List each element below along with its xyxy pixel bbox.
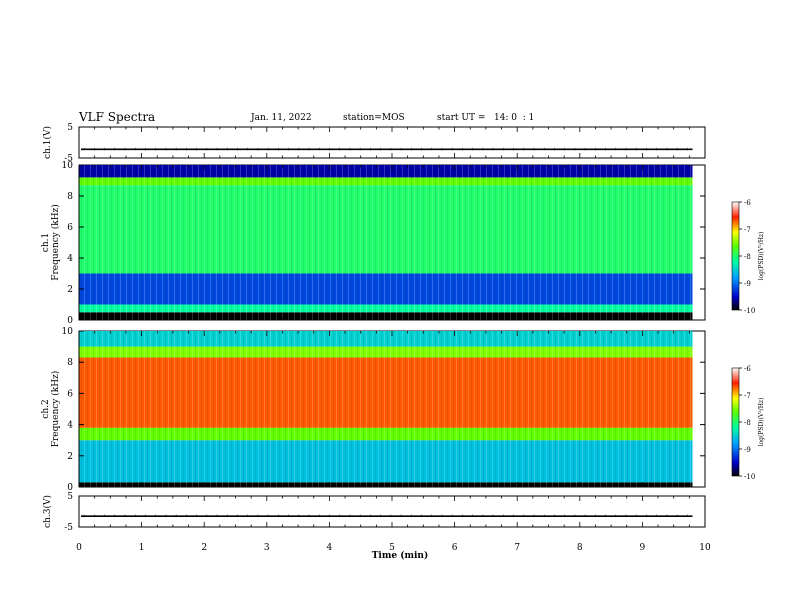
- ch3-waveform-ylabel: ch.3(V): [42, 495, 53, 528]
- ch2-spectrogram-ytick-label: 4: [67, 421, 73, 431]
- ch1-spectrogram-bands: [79, 165, 693, 320]
- ch2-spectrogram-cbar-tick-label: -7: [744, 392, 751, 400]
- ch2-spectrogram-cbar-tick-label: -6: [744, 365, 751, 373]
- ch1-spectrogram-ytick-label: 4: [67, 254, 73, 264]
- ch1-spectrogram-channel-label: ch.1: [41, 233, 51, 252]
- ch1-spectrogram-cbar-tick-label: -8: [744, 253, 751, 261]
- x-tick-label: 4: [327, 543, 333, 553]
- ch1-spectrogram-cbar-tick-label: -6: [744, 199, 751, 207]
- x-tick-label: 10: [699, 543, 711, 553]
- ch1-spectrogram-cbar-tick-label: -9: [744, 280, 751, 288]
- ch1-spectrogram-ytick-label: 6: [67, 223, 73, 233]
- x-tick-label: 3: [264, 543, 270, 553]
- ch3-waveform-ytick-label: 5: [67, 492, 73, 502]
- ch1-spectrogram-cbar-label: log(PSD)(V²/Hz): [758, 232, 765, 281]
- ch2-spectrogram-ytick-label: 6: [67, 389, 73, 399]
- x-tick-label: 8: [577, 543, 583, 553]
- start-time-label: start UT = 14: 0 : 1: [437, 113, 535, 123]
- ch1-waveform-ylabel: ch.1(V): [42, 126, 53, 159]
- ch1-spectrogram-cbar-tick-label: -10: [744, 307, 755, 315]
- ch2-spectrogram-ytick-label: 8: [67, 358, 73, 368]
- ch2-spectrogram-bands: [79, 331, 693, 487]
- ch1-colorbar: [731, 201, 740, 311]
- x-axis-label: Time (min): [372, 550, 429, 561]
- x-tick-label: 2: [201, 543, 207, 553]
- ch2-spectrogram-cbar-tick-label: -9: [744, 446, 751, 454]
- ch1-spectrogram-cbar-tick-label: -7: [744, 226, 751, 234]
- ch2-colorbar: [731, 367, 740, 477]
- ch1-spectrogram-ytick-label: 8: [67, 192, 73, 202]
- date-label: Jan. 11, 2022: [251, 113, 312, 123]
- ch2-spectrogram-ytick-label: 10: [62, 327, 74, 337]
- ch2-spectrogram-cbar-tick-label: -8: [744, 419, 751, 427]
- ch1-waveform-ytick-label: 5: [67, 123, 73, 133]
- ch1-spectrogram-ytick-label: 10: [62, 161, 74, 171]
- ch1-spectrogram-ylabel: Frequency (kHz): [50, 204, 61, 281]
- x-tick-label: 6: [452, 543, 458, 553]
- ch1-spectrogram-ytick-label: 2: [67, 285, 73, 295]
- ch2-spectrogram-ytick-label: 2: [67, 452, 73, 462]
- ch2-spectrogram-ytick-label: 0: [67, 483, 73, 493]
- ch1-spectrogram-texture: [79, 165, 693, 320]
- ch2-spectrogram-texture: [79, 331, 693, 487]
- x-tick-label: 0: [76, 543, 82, 553]
- ch2-spectrogram-ylabel: Frequency (kHz): [50, 371, 61, 448]
- ch2-spectrogram-cbar-tick-label: -10: [744, 473, 755, 481]
- ch1-spectrogram-ytick-label: 0: [67, 316, 73, 326]
- x-tick-label: 9: [640, 543, 646, 553]
- chart-title: VLF Spectra: [79, 110, 156, 124]
- ch1-waveform-ytick-label: -5: [64, 154, 73, 164]
- ch2-spectrogram-channel-label: ch.2: [41, 399, 51, 418]
- x-tick-label: 5: [389, 543, 395, 553]
- x-tick-label: 7: [514, 543, 520, 553]
- ch3-waveform-ytick-label: -5: [64, 523, 73, 533]
- station-label: station=MOS: [343, 113, 405, 123]
- x-tick-label: 1: [139, 543, 145, 553]
- ch2-spectrogram-cbar-label: log(PSD)(V²/Hz): [758, 398, 765, 447]
